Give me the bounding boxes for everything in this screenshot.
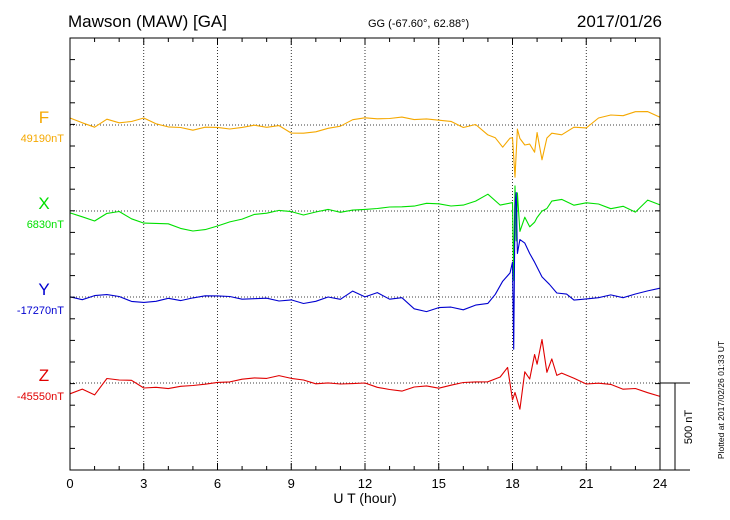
series-line-F (69, 111, 661, 178)
series-baseline-F: 49190nT (21, 133, 65, 145)
series-line-Y (69, 192, 661, 350)
series-name-Z: Z (39, 366, 49, 385)
x-tick-label-24: 24 (653, 476, 667, 491)
x-tick-label-15: 15 (432, 476, 446, 491)
series-name-F: F (39, 108, 49, 127)
series-traces (69, 111, 661, 410)
station-title: Mawson (MAW) [GA] (68, 12, 227, 31)
grid-lines (70, 38, 660, 470)
plotted-at-note: Plotted at 2017/02/26 01:33 UT (716, 341, 726, 459)
x-tick-label-3: 3 (140, 476, 147, 491)
x-tick-label-0: 0 (66, 476, 73, 491)
series-line-Z (69, 338, 661, 410)
x-tick-label-12: 12 (358, 476, 372, 491)
date-label: 2017/01/26 (577, 12, 662, 31)
station-coords: GG (-67.60°, 62.88°) (368, 18, 469, 30)
scale-bar-label: 500 nT (683, 410, 695, 445)
series-name-X: X (38, 194, 49, 213)
x-tick-label-18: 18 (505, 476, 519, 491)
series-baseline-Y: -17270nT (17, 305, 64, 317)
series-labels: F 49190nT X 6830nT Y -17270nT Z -45550nT (17, 108, 64, 403)
x-axis-label: U T (hour) (333, 490, 396, 506)
axis-ticks: 0 3 6 9 12 15 18 21 24 (66, 38, 667, 491)
x-tick-label-9: 9 (288, 476, 295, 491)
series-name-Y: Y (38, 280, 49, 299)
series-baseline-X: 6830nT (27, 219, 65, 231)
x-tick-label-21: 21 (579, 476, 593, 491)
series-baseline-Z: -45550nT (17, 391, 64, 403)
x-tick-label-6: 6 (214, 476, 221, 491)
series-line-X (69, 185, 661, 282)
scale-bar: 500 nT (660, 382, 695, 471)
